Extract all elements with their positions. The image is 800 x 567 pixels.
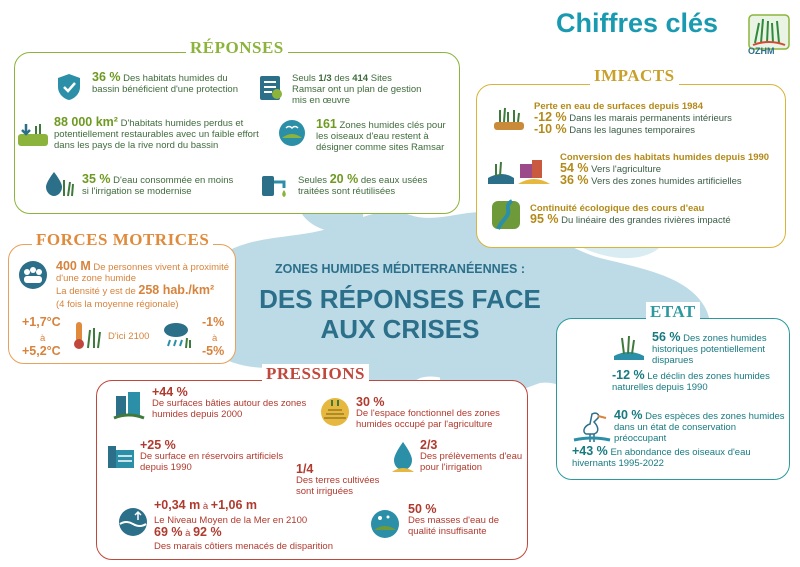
- reponses-item-6: Seules 20 % des eaux usées traitées sont…: [298, 172, 428, 197]
- logo-text: OZHM: [748, 46, 775, 56]
- impacts-title: IMPACTS: [590, 66, 679, 86]
- forces-horizon: D'ici 2100: [108, 331, 150, 342]
- people-icon: [19, 261, 47, 289]
- pressions-item-3: +25 % De surface en réservoirs artificiel…: [140, 438, 284, 473]
- ozhm-logo-icon: [748, 14, 790, 50]
- forces-density: La densité y est de 258 hab./km²: [56, 283, 215, 297]
- center-title-line2: AUX CRISES: [320, 314, 480, 344]
- pressions-item-5: 1/4 Des terres cultivées sont irriguées: [296, 462, 380, 497]
- wastewater-icon: [262, 176, 286, 197]
- impacts-item-3: Continuité écologique des cours d'eau 95…: [530, 203, 731, 226]
- temp-high: +5,2°C: [22, 344, 61, 358]
- etat-item-2: -12 % Le déclin des zones humides nature…: [612, 368, 770, 393]
- pressions-title: PRESSIONS: [262, 364, 369, 384]
- pressions-item-7: 69 % à 92 %: [154, 525, 222, 539]
- marsh-icon: [494, 107, 524, 130]
- water-quality-icon: [371, 510, 399, 538]
- center-subtitle: ZONES HUMIDES MÉDITERRANÉENNES :: [274, 262, 526, 276]
- etat-item-1: 56 % Des zones humides historiques poten…: [652, 330, 767, 366]
- pressions-item-2: 30 % De l'espace fonctionnel des zones hu…: [356, 395, 500, 430]
- thermometer-icon: [74, 322, 101, 349]
- bird-site-icon: [279, 120, 305, 146]
- forces-density-note: (4 fois la moyenne régionale): [56, 299, 179, 310]
- field-icon: [321, 398, 349, 426]
- forces-panel: [8, 244, 236, 364]
- river-icon: [492, 199, 520, 230]
- impacts-item-2: Conversion des habitats humides depuis 1…: [560, 152, 770, 187]
- forces-title: FORCES MOTRICES: [32, 230, 214, 250]
- sea-level-icon: [119, 508, 147, 536]
- reponses-item-3: 88 000 km² D'habitats humides perdus et …: [54, 115, 259, 151]
- reponses-title: RÉPONSES: [186, 38, 288, 58]
- reponses-item-1: 36 % Des habitats humides du bassin béné…: [92, 70, 238, 95]
- pressions-item-8: 50 % Des masses d'eau de qualité insuffis…: [408, 502, 500, 537]
- water-drop-icon: [46, 172, 74, 197]
- irrigation-drop-icon: [392, 442, 414, 472]
- pressions-item-6: +0,34 m à +1,06 m: [154, 498, 258, 512]
- etat-panel: [556, 318, 790, 480]
- temp-connector: à: [40, 333, 46, 344]
- temp-low: +1,7°C: [22, 315, 61, 329]
- rain-high: -5%: [202, 344, 225, 358]
- pressions-item-7-text: Des marais côtiers menacés de disparitio…: [154, 541, 333, 552]
- pressions-item-1: +44 % De surfaces bâties autour des zones…: [152, 385, 307, 420]
- rain-connector: à: [212, 333, 218, 344]
- conversion-icon: [488, 160, 550, 184]
- impacts-item-1: Perte en eau de surfaces depuis 1984 -12…: [534, 101, 732, 136]
- clipboard-icon: [260, 76, 282, 100]
- etat-title: ETAT: [646, 302, 700, 322]
- pressions-item-6-text: Le Niveau Moyen de la Mer en 2100: [154, 515, 308, 526]
- shield-icon: [58, 74, 80, 100]
- rain-cloud-icon: [164, 323, 191, 349]
- rain-low: -1%: [202, 315, 225, 329]
- pressions-panel: [96, 380, 528, 560]
- pressions-item-4: 2/3 Des prélèvements d'eau pour l'irrigat…: [420, 438, 523, 473]
- heron-icon: [573, 412, 611, 442]
- etat-item-3: 40 % Des espèces des zones humides dans …: [614, 408, 785, 444]
- reponses-item-5: 35 % D'eau consommée en moins si l'irrig…: [82, 172, 234, 197]
- buildings-icon: [113, 392, 145, 420]
- forces-population: 400 M De personnes vivent à proximité d'…: [56, 259, 230, 284]
- reponses-item-4: 161 Zones humides clés pour les oiseaux …: [316, 117, 446, 153]
- restoration-icon: [18, 124, 48, 146]
- etat-item-4: +43 % En abondance des oiseaux d'eau hiv…: [572, 444, 751, 469]
- lost-wetland-icon: [614, 335, 644, 360]
- dam-icon: [108, 446, 134, 468]
- page-title: Chiffres clés: [556, 8, 719, 38]
- reponses-item-2: Seuls 1/3 des 414 Sites Ramsar ont un pl…: [292, 73, 422, 106]
- center-title-line1: DES RÉPONSES FACE: [259, 284, 541, 314]
